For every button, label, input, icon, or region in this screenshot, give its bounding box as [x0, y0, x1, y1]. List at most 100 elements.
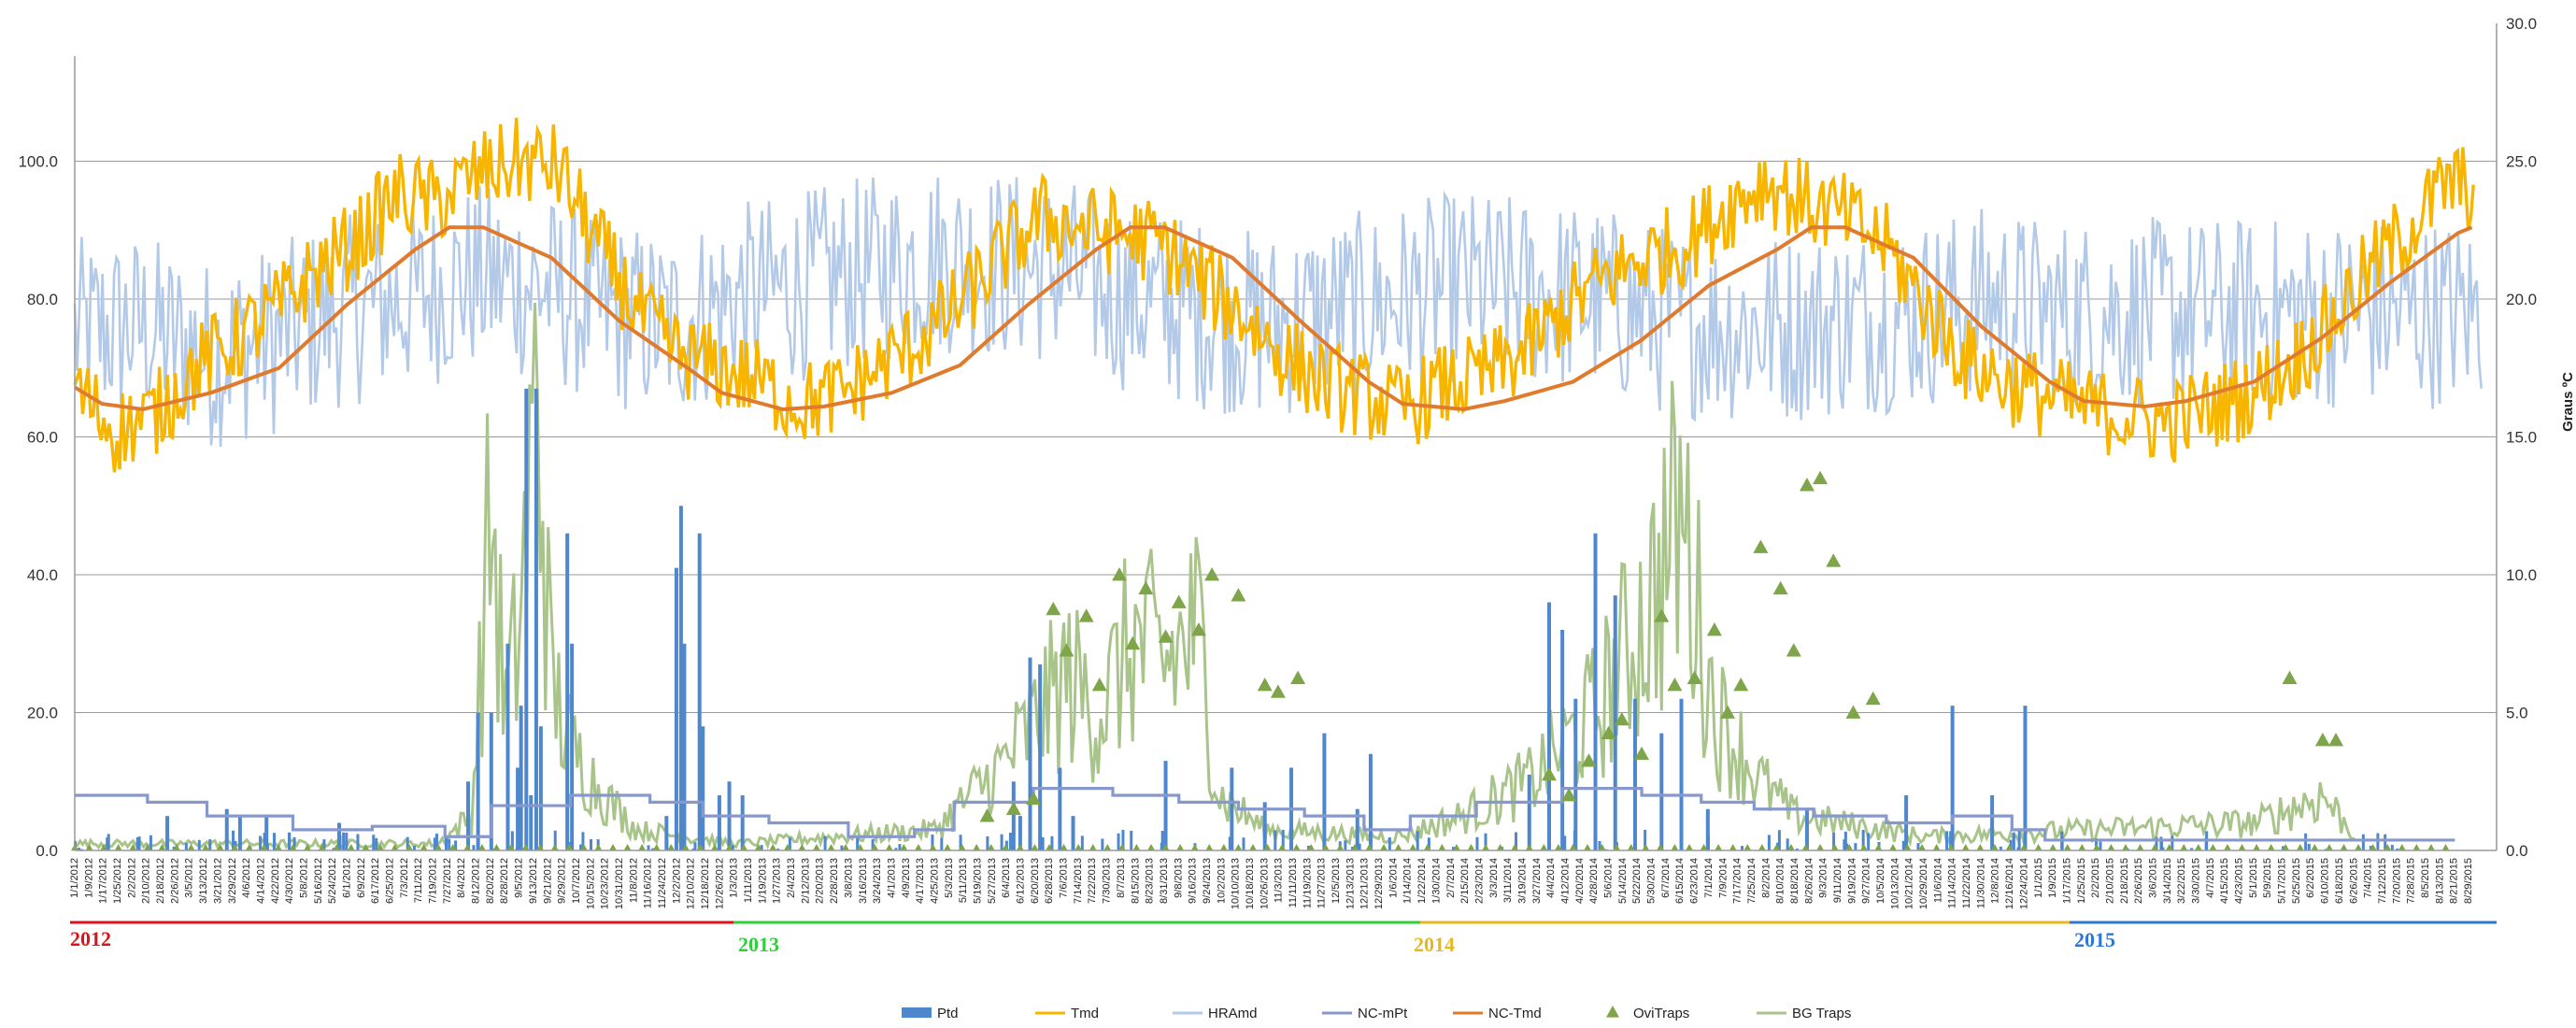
x-tick-label: 7/6/2013 [1059, 858, 1070, 898]
ovitraps-point [1845, 706, 1860, 719]
ptd-bar [539, 726, 543, 850]
y-right-tick-label: 5.0 [2506, 705, 2528, 722]
ovitraps-point [1172, 595, 1187, 608]
ovitraps-point [522, 844, 530, 850]
ovitraps-point [1138, 581, 1153, 594]
ovitraps-point [1031, 844, 1038, 850]
x-tick-label: 10/2/2013 [1216, 858, 1227, 904]
ovitraps-series [71, 471, 2450, 851]
x-tick-label: 10/18/2013 [1245, 858, 1256, 909]
ovitraps-point [1753, 540, 1768, 553]
x-tick-label: 6/4/2013 [1001, 858, 1012, 898]
x-tick-label: 10/15/2012 [585, 858, 596, 909]
ptd-bar [741, 795, 745, 850]
ptd-bar [165, 816, 169, 850]
x-tick-label: 10/13/2014 [1889, 858, 1900, 909]
ovitraps-point [2180, 844, 2187, 850]
x-tick-label: 3/29/2012 [227, 858, 238, 904]
x-tick-label: 8/26/2014 [1803, 858, 1815, 904]
ovitraps-point [1409, 844, 1416, 850]
ovitraps-point [944, 844, 951, 850]
x-tick-label: 1/17/2012 [98, 858, 109, 904]
x-tick-label: 11/16/2012 [643, 858, 654, 908]
ptd-bar [701, 726, 704, 850]
ptd-bar [680, 831, 683, 850]
ptd-bar [149, 835, 152, 850]
x-tick-label: 6/1/2012 [342, 858, 353, 898]
x-tick-label: 8/29/2015 [2463, 858, 2474, 904]
x-tick-label: 2/26/2015 [2133, 858, 2144, 904]
x-tick-label: 6/17/2012 [370, 858, 381, 904]
ovitraps-point [1234, 844, 1242, 850]
ovitraps-point [711, 844, 719, 850]
x-tick-label: 1/22/2014 [1416, 858, 1428, 904]
ovitraps-point [1860, 844, 1868, 850]
x-tick-label: 5/1/2015 [2248, 858, 2259, 898]
ovitraps-point [1671, 844, 1678, 850]
x-tick-label: 4/20/2014 [1574, 858, 1586, 904]
y-right-tick-label: 10.0 [2506, 566, 2537, 584]
x-tick-label: 4/4/2014 [1545, 858, 1557, 898]
ptd-bar [1945, 831, 1948, 850]
ptd-bar [524, 389, 528, 850]
ptd-bar [1322, 734, 1326, 850]
x-tick-label: 12/26/2012 [714, 858, 725, 909]
x-tick-label: 5/14/2014 [1617, 858, 1629, 904]
ptd-bar [940, 837, 943, 850]
x-tick-label: 9/27/2014 [1861, 858, 1872, 904]
x-tick-label: 8/20/2012 [485, 858, 496, 904]
x-tick-label: 2/7/2014 [1445, 858, 1457, 898]
ovitraps-point [2311, 844, 2318, 850]
x-tick-label: 12/5/2013 [1331, 858, 1342, 904]
y-left-tick-label: 20.0 [27, 705, 58, 722]
ptd-bar [372, 835, 375, 850]
ovitraps-point [1962, 844, 1970, 850]
ptd-bar [238, 816, 242, 850]
ptd-bar [2391, 845, 2394, 850]
x-tick-label: 2/10/2015 [2105, 858, 2116, 904]
ptd-bar [2308, 844, 2311, 850]
ptd-bar [1416, 831, 1419, 850]
ovitraps-point [624, 844, 632, 850]
ovitraps-point [1826, 553, 1841, 566]
x-tick-label: 8/5/2015 [2420, 858, 2431, 898]
ovitraps-point [798, 844, 805, 850]
ptd-series [74, 389, 2398, 850]
x-tick-label: 4/14/2012 [255, 858, 266, 904]
x-tick-label: 3/27/2014 [1531, 858, 1543, 904]
ptd-bar [1012, 781, 1016, 850]
x-tick-label: 11/3/2013 [1274, 858, 1285, 903]
ptd-bar [665, 838, 668, 850]
ovitraps-point [886, 844, 893, 850]
ptd-bar [1563, 835, 1566, 850]
x-tick-label: 5/16/2012 [313, 858, 324, 904]
ovitraps-point [813, 844, 820, 850]
ptd-bar [1058, 768, 1061, 851]
ptd-bar [675, 568, 678, 850]
x-tick-label: 2/23/2014 [1473, 858, 1485, 904]
x-tick-label: 10/23/2012 [600, 858, 611, 909]
ptd-bar [534, 389, 538, 850]
ovitraps-point [2122, 844, 2129, 850]
x-tick-label: 9/16/2013 [1188, 858, 1199, 904]
x-tick-label: 1/19/2013 [757, 858, 768, 904]
x-tick-label: 4/12/2014 [1560, 858, 1572, 904]
x-tick-label: 6/15/2014 [1674, 858, 1686, 904]
ovitraps-point [2427, 844, 2435, 850]
x-tick-label: 8/31/2013 [1159, 858, 1170, 904]
ovitraps-point [1933, 844, 1941, 850]
x-tick-label: 3/11/2014 [1502, 858, 1514, 903]
x-tick-label: 8/4/2012 [456, 858, 467, 898]
ovitraps-point [1293, 844, 1301, 850]
ovitraps-point [188, 844, 195, 850]
x-tick-label: 5/9/2015 [2262, 858, 2273, 898]
ovitraps-point [1482, 844, 1489, 850]
legend-swatch [1606, 1006, 1619, 1018]
ptd-bar [434, 837, 436, 850]
ovitraps-point [900, 844, 907, 850]
ptd-bar [1274, 830, 1276, 850]
ptd-bar [2160, 841, 2163, 850]
x-tick-label: 3/22/2015 [2176, 858, 2187, 904]
